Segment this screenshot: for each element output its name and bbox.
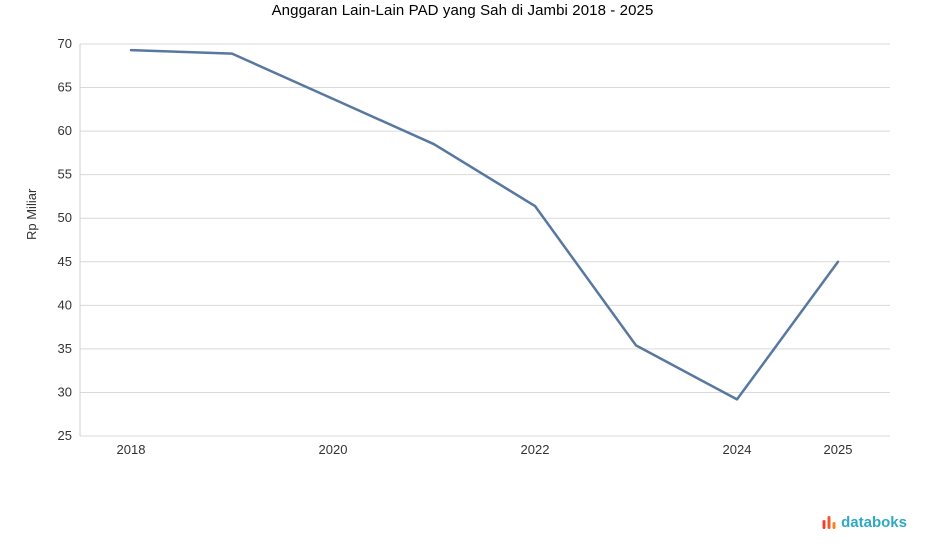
svg-text:40: 40 bbox=[58, 297, 72, 312]
svg-text:50: 50 bbox=[58, 210, 72, 225]
chart-title: Anggaran Lain-Lain PAD yang Sah di Jambi… bbox=[271, 2, 654, 19]
databoks-icon bbox=[822, 515, 836, 529]
svg-text:30: 30 bbox=[58, 384, 72, 399]
databoks-logo: databoks bbox=[821, 514, 907, 531]
svg-text:2024: 2024 bbox=[723, 442, 752, 457]
svg-text:45: 45 bbox=[58, 254, 72, 269]
svg-text:2020: 2020 bbox=[319, 442, 348, 457]
svg-text:60: 60 bbox=[58, 123, 72, 138]
svg-text:2025: 2025 bbox=[824, 442, 853, 457]
databoks-icon-bars bbox=[822, 515, 836, 529]
svg-text:55: 55 bbox=[58, 167, 72, 182]
databoks-wordmark: databoks bbox=[841, 514, 907, 531]
svg-text:2018: 2018 bbox=[117, 442, 146, 457]
svg-text:25: 25 bbox=[58, 428, 72, 443]
svg-text:2022: 2022 bbox=[521, 442, 550, 457]
svg-text:65: 65 bbox=[58, 80, 72, 95]
svg-text:70: 70 bbox=[58, 36, 72, 51]
svg-text:35: 35 bbox=[58, 341, 72, 356]
line-chart: 25 30 35 40 45 50 55 60 65 70 2018 2020 2022 2024 2025 bbox=[58, 36, 890, 457]
